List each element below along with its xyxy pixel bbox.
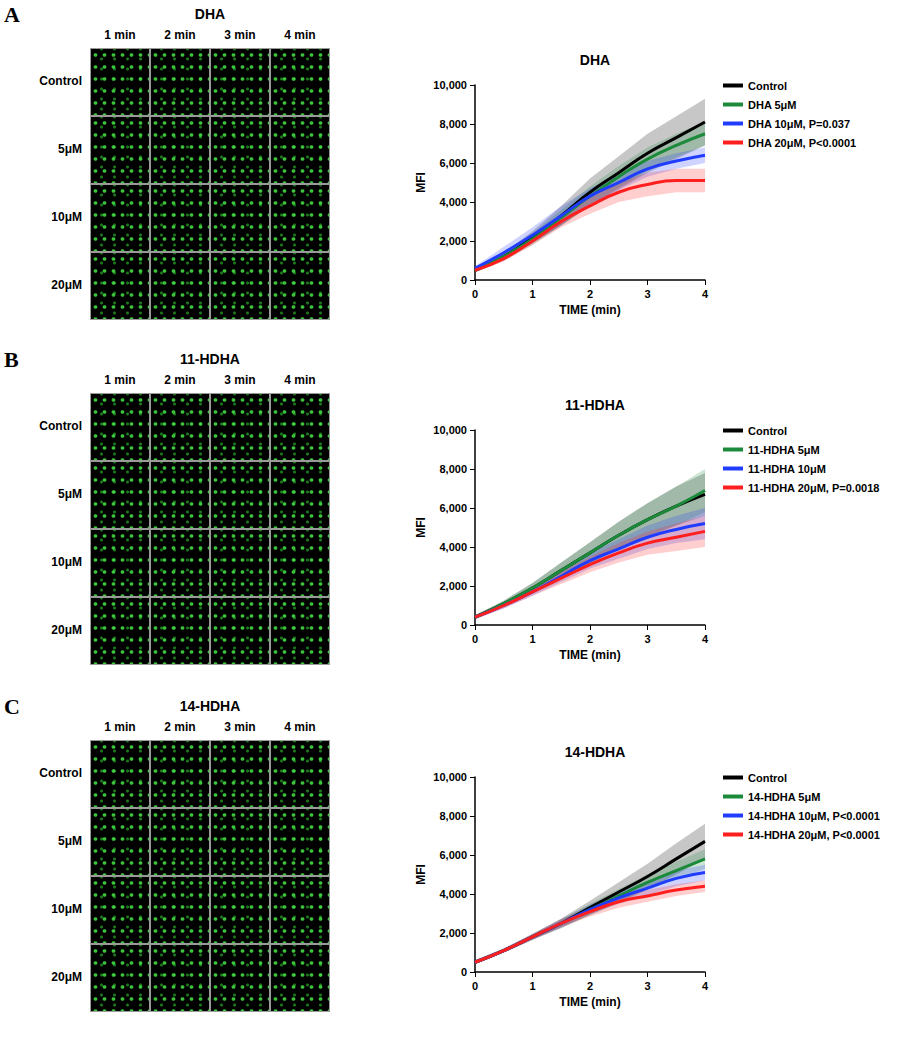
html-text:5μM: 5μM <box>58 834 82 848</box>
html-text:14-HDHA: 14-HDHA <box>179 698 241 714</box>
svg-text:11-HDHA 5μM: 11-HDHA 5μM <box>748 444 820 456</box>
html-text:3 min: 3 min <box>224 373 256 387</box>
svg-text:MFI: MFI <box>414 517 428 538</box>
svg-text:0: 0 <box>472 980 478 992</box>
svg-text:10,000: 10,000 <box>433 79 467 91</box>
svg-text:TIME (min): TIME (min) <box>559 995 620 1009</box>
svg-text:4,000: 4,000 <box>439 888 467 900</box>
html-text:C: C <box>4 694 20 719</box>
svg-text:Control: Control <box>748 80 787 92</box>
svg-text:TIME (min): TIME (min) <box>559 303 620 317</box>
svg-text:3: 3 <box>644 288 650 300</box>
svg-text:4,000: 4,000 <box>439 541 467 553</box>
svg-text:Control: Control <box>748 425 787 437</box>
svg-text:14-HDHA 5μM: 14-HDHA 5μM <box>748 791 820 803</box>
html-text:4 min: 4 min <box>284 373 316 387</box>
svg-text:8,000: 8,000 <box>439 118 467 130</box>
svg-text:14-HDHA 20μM, P<0.0001: 14-HDHA 20μM, P<0.0001 <box>748 829 880 841</box>
svg-text:1: 1 <box>529 980 535 992</box>
svg-text:MFI: MFI <box>414 864 428 885</box>
svg-text:6,000: 6,000 <box>439 849 467 861</box>
html-text:5μM: 5μM <box>58 487 82 501</box>
svg-text:2,000: 2,000 <box>439 580 467 592</box>
html-text:1 min: 1 min <box>104 720 136 734</box>
html-text:10μM: 10μM <box>51 210 82 224</box>
svg-text:3: 3 <box>644 980 650 992</box>
html-text:11-HDHA: 11-HDHA <box>180 351 240 367</box>
html-text:1 min: 1 min <box>104 28 136 42</box>
html-text:2 min: 2 min <box>164 373 196 387</box>
html-text:2 min: 2 min <box>164 720 196 734</box>
html-text:Control: Control <box>39 419 82 433</box>
svg-text:0: 0 <box>472 288 478 300</box>
svg-text:TIME (min): TIME (min) <box>559 648 620 662</box>
svg-text:0: 0 <box>461 966 467 978</box>
svg-text:DHA 20μM, P<0.0001: DHA 20μM, P<0.0001 <box>748 137 856 149</box>
svg-text:11-HDHA: 11-HDHA <box>565 397 625 413</box>
html-text:20μM: 20μM <box>51 623 82 637</box>
html-text:B: B <box>4 347 19 372</box>
svg-text:4: 4 <box>702 633 709 645</box>
html-text:5μM: 5μM <box>58 142 82 156</box>
html-text:2 min: 2 min <box>164 28 196 42</box>
svg-text:4,000: 4,000 <box>439 196 467 208</box>
svg-text:0: 0 <box>472 633 478 645</box>
svg-text:10,000: 10,000 <box>433 771 467 783</box>
html-text:Control: Control <box>39 74 82 88</box>
svg-text:14-HDHA 10μM, P<0.0001: 14-HDHA 10μM, P<0.0001 <box>748 810 880 822</box>
svg-text:MFI: MFI <box>414 172 428 193</box>
svg-text:2: 2 <box>587 288 593 300</box>
svg-text:6,000: 6,000 <box>439 157 467 169</box>
svg-text:DHA 10μM, P=0.037: DHA 10μM, P=0.037 <box>748 118 850 130</box>
svg-text:10,000: 10,000 <box>433 424 467 436</box>
svg-text:DHA: DHA <box>580 52 610 68</box>
svg-text:6,000: 6,000 <box>439 502 467 514</box>
svg-text:0: 0 <box>461 619 467 631</box>
svg-text:8,000: 8,000 <box>439 810 467 822</box>
svg-text:2,000: 2,000 <box>439 927 467 939</box>
svg-text:2: 2 <box>587 980 593 992</box>
svg-text:14-HDHA: 14-HDHA <box>565 744 626 760</box>
html-text:20μM: 20μM <box>51 970 82 984</box>
svg-text:11-HDHA 20μM, P=0.0018: 11-HDHA 20μM, P=0.0018 <box>748 482 879 494</box>
svg-text:0: 0 <box>461 274 467 286</box>
svg-text:11-HDHA 10μM: 11-HDHA 10μM <box>748 463 826 475</box>
html-text:4 min: 4 min <box>284 28 316 42</box>
html-text:10μM: 10μM <box>51 555 82 569</box>
html-text:A: A <box>4 2 20 27</box>
html-text:10μM: 10μM <box>51 902 82 916</box>
svg-text:1: 1 <box>529 633 535 645</box>
svg-text:2,000: 2,000 <box>439 235 467 247</box>
svg-text:Control: Control <box>748 772 787 784</box>
svg-text:DHA 5μM: DHA 5μM <box>748 99 797 111</box>
svg-text:4: 4 <box>702 980 709 992</box>
svg-text:1: 1 <box>529 288 535 300</box>
html-text:1 min: 1 min <box>104 373 136 387</box>
svg-text:4: 4 <box>702 288 709 300</box>
html-text:DHA: DHA <box>194 6 226 22</box>
html-text:Control: Control <box>39 766 82 780</box>
svg-text:2: 2 <box>587 633 593 645</box>
svg-text:3: 3 <box>644 633 650 645</box>
svg-text:8,000: 8,000 <box>439 463 467 475</box>
html-text:4 min: 4 min <box>284 720 316 734</box>
html-text:20μM: 20μM <box>51 278 82 292</box>
html-text:3 min: 3 min <box>224 28 256 42</box>
html-text:3 min: 3 min <box>224 720 256 734</box>
